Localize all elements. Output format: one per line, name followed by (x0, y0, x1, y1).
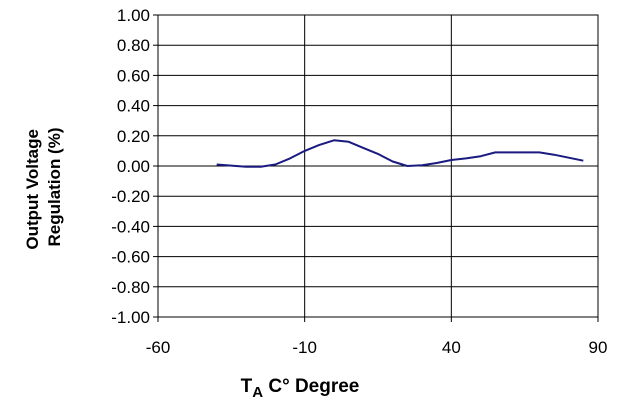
x-tick-label: 40 (442, 338, 461, 357)
y-tick-label: -0.20 (111, 187, 150, 206)
x-tick-label: -10 (292, 338, 317, 357)
x-axis-label: TA C° Degree (241, 376, 360, 401)
y-axis-ticks: 1.00 0.80 0.60 0.40 0.20 0.00 -0.20 -0.40 -0.60 -… (111, 6, 158, 327)
y-tick-label: 0.60 (117, 66, 150, 85)
y-tick-label: -0.60 (111, 248, 150, 267)
y-tick-label: 0.20 (117, 127, 150, 146)
x-axis-ticks: -60 -10 40 90 (146, 317, 608, 357)
series-layer (216, 139, 584, 168)
y-tick-label: 0.80 (117, 36, 150, 55)
x-tick-label: 90 (589, 338, 608, 357)
y-tick-label: -0.80 (111, 278, 150, 297)
x-axis-label-rest: C° Degree (263, 376, 359, 397)
y-axis-label: Output Voltage Regulation (%) (23, 124, 64, 249)
y-tick-label: 0.40 (117, 97, 150, 116)
y-axis-label-line1: Output Voltage (23, 129, 42, 250)
y-tick-label: 0.00 (117, 157, 150, 176)
series-line (216, 139, 584, 168)
y-tick-label: -1.00 (111, 308, 150, 327)
y-tick-label: -0.40 (111, 217, 150, 236)
x-tick-label: -60 (146, 338, 171, 357)
y-tick-label: 1.00 (117, 6, 150, 25)
x-axis-label-main: T (241, 376, 253, 397)
y-axis-label-line2: Regulation (%) (45, 128, 64, 247)
x-axis-label-subscript: A (252, 384, 263, 401)
